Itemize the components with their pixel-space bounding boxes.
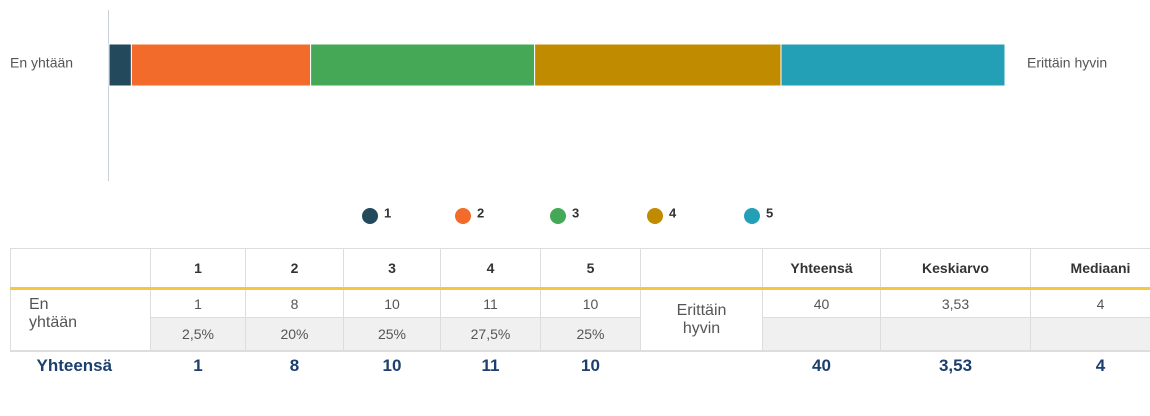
footer-count: 8 <box>289 356 300 375</box>
legend-swatch <box>647 208 663 224</box>
count-cell: 10 <box>540 288 641 318</box>
count-row: En yhtään 1 8 10 11 10 Erittäin hyvin 40 3,53 4 <box>10 288 1150 351</box>
header-cell: Yhteensä <box>762 248 881 290</box>
empty-cell <box>762 317 881 351</box>
footer-count: 1 <box>193 356 203 375</box>
legend-label: 4 <box>669 205 677 220</box>
summary-cell: 40 <box>762 288 881 318</box>
legend-label: 2 <box>477 205 484 220</box>
header-cell: 3 <box>343 248 441 290</box>
cell-text: Erittäin hyvin <box>676 302 727 337</box>
header-cell <box>640 248 763 290</box>
legend-swatch <box>455 208 471 224</box>
count-cell: 8 <box>245 288 344 318</box>
footer-count: 11 <box>481 356 500 375</box>
chart: En yhtään Erittäin hyvin 1 2 3 4 5 <box>10 10 1107 224</box>
percent-cell: 25% <box>540 317 641 351</box>
bar-segment <box>108 43 132 87</box>
table: 1 2 3 4 5 Yhteensä Keskiarvo Mediaani En yhtään 1… <box>10 248 1150 380</box>
header-cell: Mediaani <box>1030 248 1150 290</box>
header-cell <box>10 248 151 290</box>
legend-swatch <box>550 208 566 224</box>
left-label: En yhtään <box>10 55 73 71</box>
legend-swatch <box>744 208 760 224</box>
bar-segment <box>310 43 536 87</box>
header-row: 1 2 3 4 5 Yhteensä Keskiarvo Mediaani <box>10 248 1150 290</box>
percent-cell: 20% <box>245 317 344 351</box>
footer-summary: 3,53 <box>938 356 973 375</box>
percent-cell: 25% <box>343 317 441 351</box>
footer-count: 10 <box>581 356 600 375</box>
footer-summary: 4 <box>1095 356 1106 375</box>
footer-count: 10 <box>382 356 402 375</box>
row-label: En yhtään <box>10 288 151 351</box>
header-cell: 5 <box>540 248 641 290</box>
bar-segment <box>130 43 312 87</box>
footer-empty <box>641 352 763 381</box>
row-right-label: Erittäin hyvin <box>640 288 763 351</box>
footer-row: Yhteensä 1 8 10 11 10 40 3,53 4 <box>11 352 1150 381</box>
percent-row: 2,5% 20% 25% 27,5% 25% <box>11 317 1150 351</box>
summary-cell: 3,53 <box>880 288 1031 318</box>
footer-label: Yhteensä <box>36 356 113 375</box>
empty-cell <box>1030 317 1150 351</box>
bar-segment <box>534 43 782 87</box>
empty-cell <box>880 317 1031 351</box>
legend-label: 3 <box>572 205 579 220</box>
table-wrap: 1 2 3 4 5 Yhteensä Keskiarvo Mediaani En yhtään 1… <box>10 248 1150 380</box>
footer-summary: 40 <box>812 356 831 375</box>
percent-cell: 27,5% <box>440 317 541 351</box>
gap-cell <box>1030 350 1150 352</box>
legend-swatch <box>362 208 378 224</box>
count-cell: 10 <box>343 288 441 318</box>
percent-cell: 2,5% <box>150 317 246 351</box>
header-cell: 1 <box>150 248 246 290</box>
legend-label: 1 <box>384 205 391 220</box>
gap-row <box>10 350 1150 352</box>
header-cell: 4 <box>440 248 541 290</box>
legend-label: 5 <box>766 205 773 220</box>
bar-segment <box>780 43 1006 87</box>
cell-text: En yhtään <box>29 296 78 331</box>
count-cell: 1 <box>150 288 246 318</box>
header-cell: 2 <box>245 248 344 290</box>
count-cell: 11 <box>440 288 541 318</box>
right-label: Erittäin hyvin <box>1027 55 1107 71</box>
header-cell: Keskiarvo <box>880 248 1031 290</box>
summary-cell: 4 <box>1030 288 1150 318</box>
